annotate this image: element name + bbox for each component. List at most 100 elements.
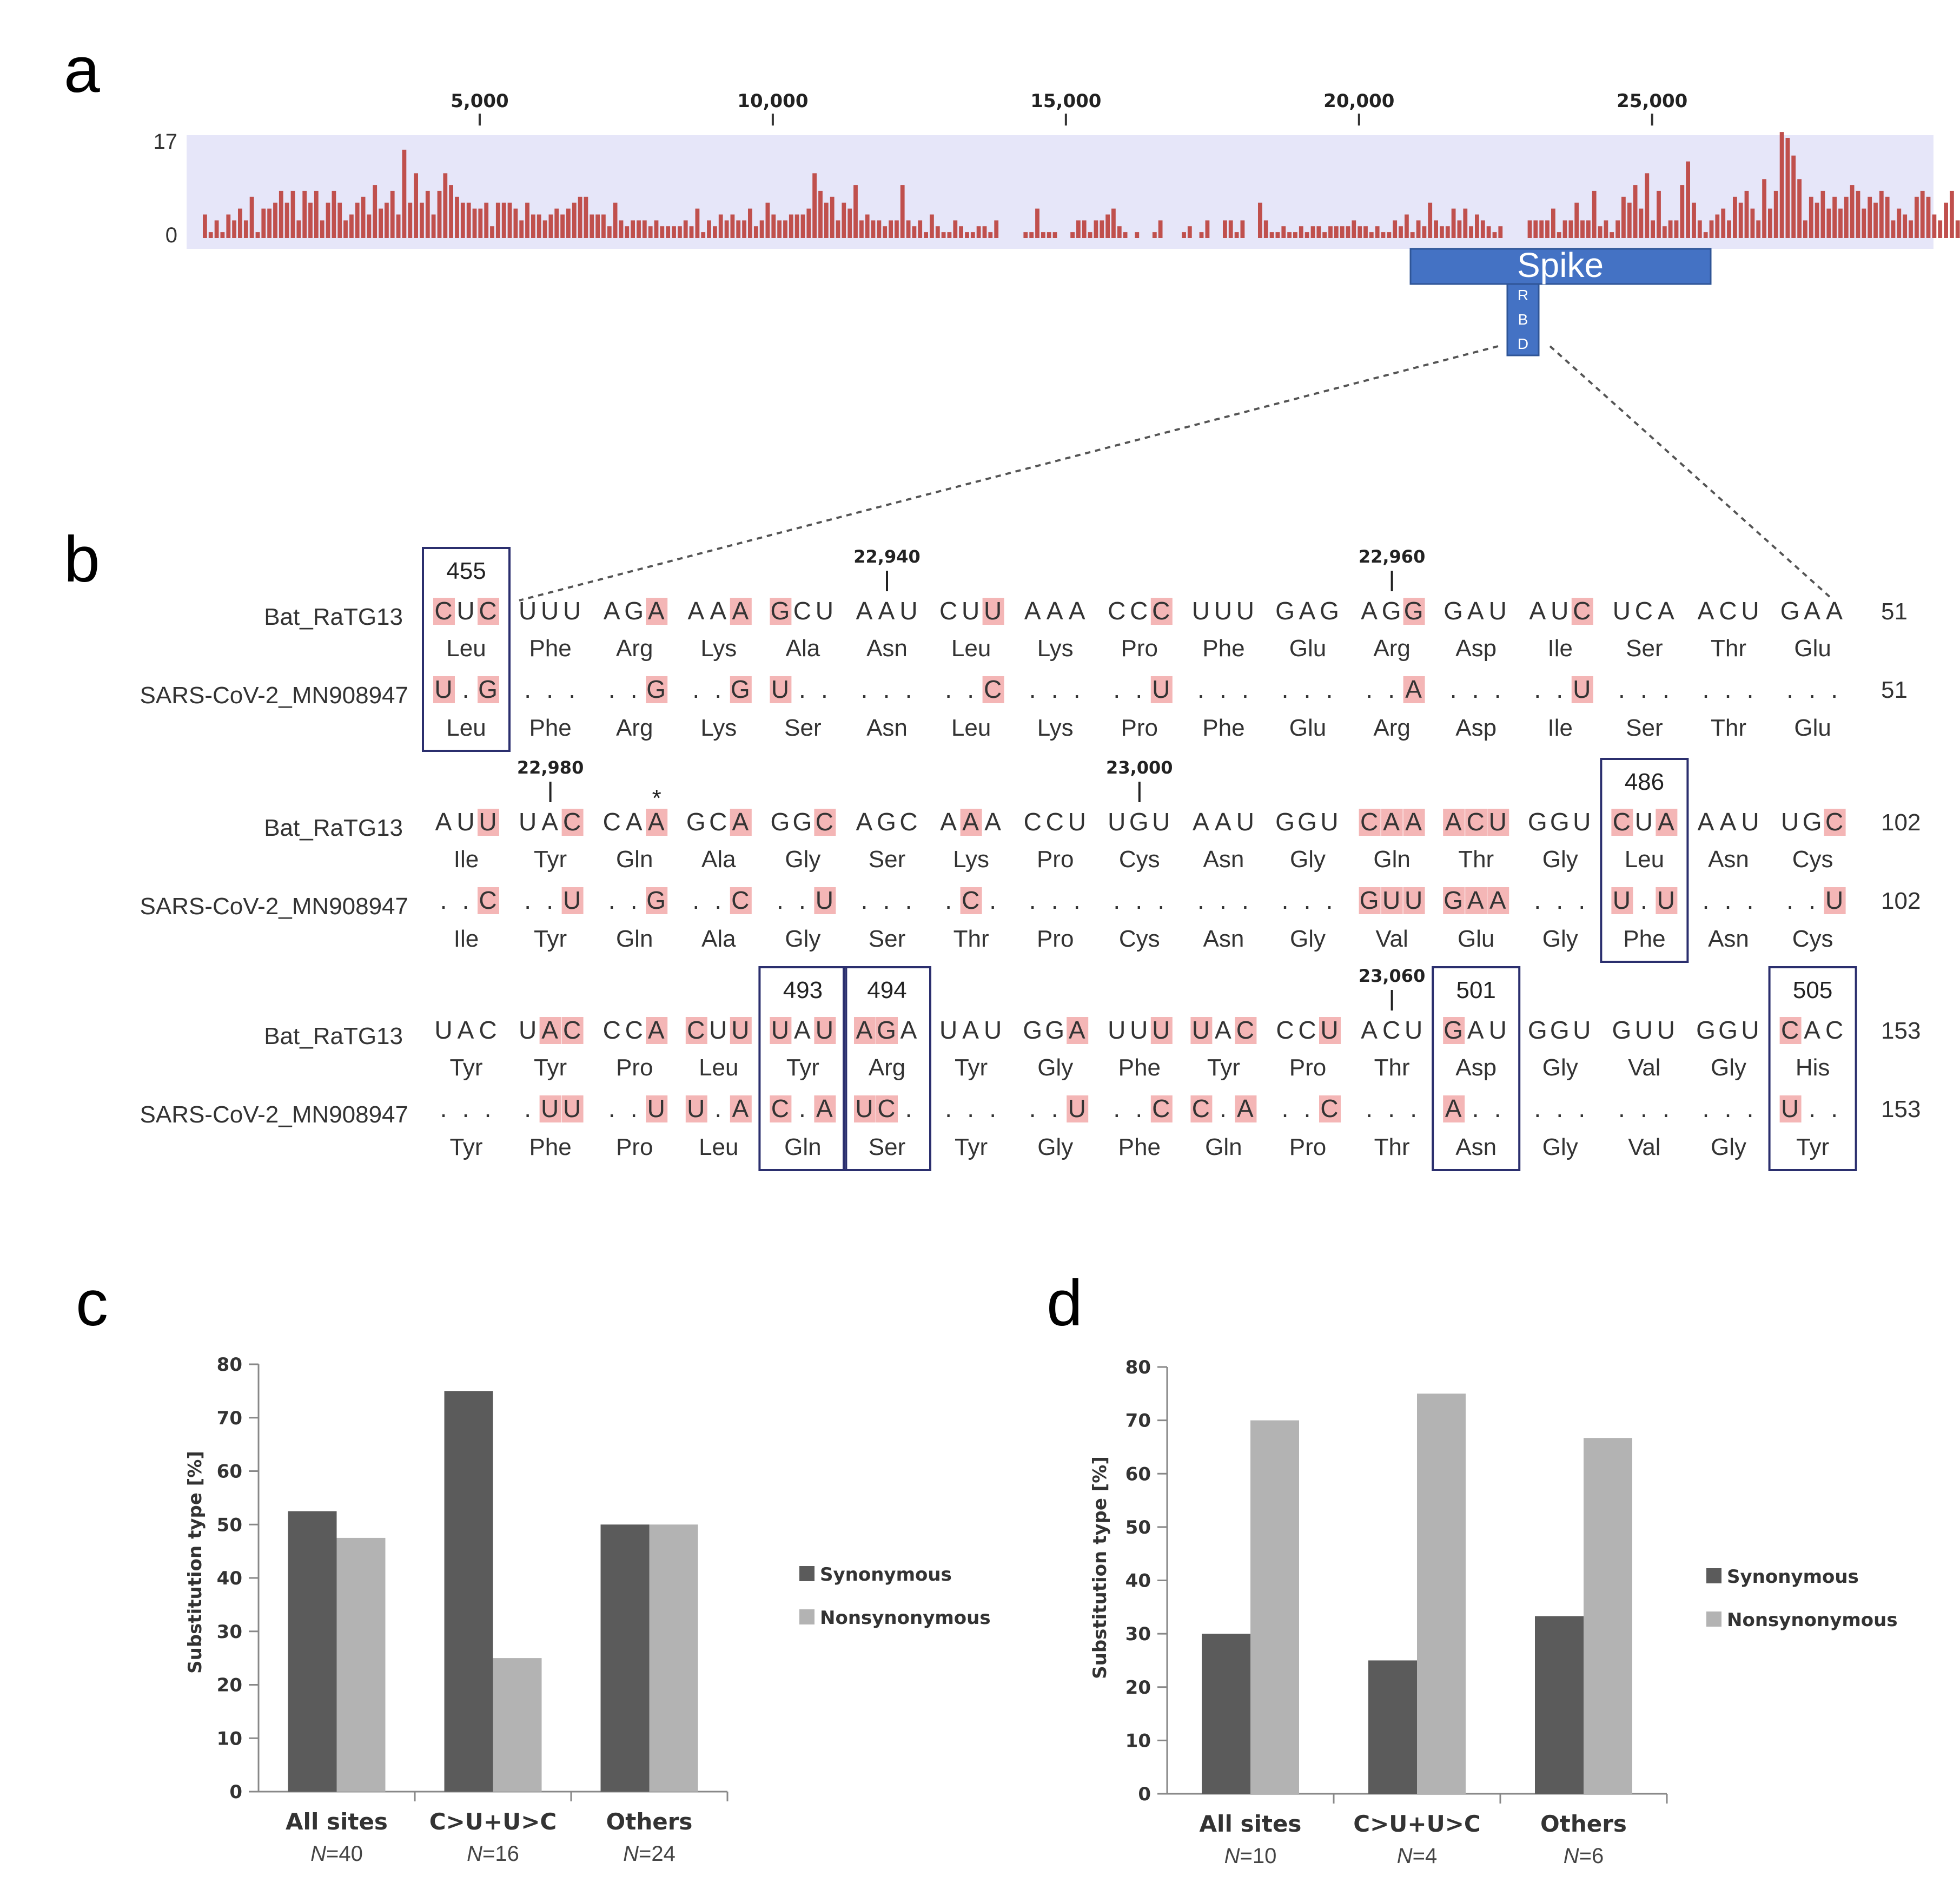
- variability-bar: [824, 202, 829, 238]
- query-nucleotide: .: [608, 886, 617, 914]
- variability-bar: [501, 202, 506, 238]
- variability-bar: [484, 202, 489, 238]
- category-n-label: N=10: [1224, 1844, 1277, 1868]
- variability-bar: [1088, 232, 1092, 238]
- variability-bar: [1692, 202, 1696, 238]
- ref-amino-acid: Asp: [1455, 635, 1497, 662]
- ref-nucleotide: U: [1320, 808, 1339, 836]
- query-nucleotide: .: [1197, 675, 1206, 703]
- substitution-highlight: [1190, 1017, 1213, 1044]
- category-label: C>U+U>C: [429, 1808, 557, 1835]
- query-nucleotide: C: [1320, 1094, 1339, 1122]
- variability-bar: [1052, 232, 1057, 238]
- variability-bar: [1094, 220, 1098, 238]
- y-axis-c: 0 10 20 30 40 50 60 70 80: [217, 1354, 727, 1803]
- substitution-highlight: [1779, 1017, 1802, 1044]
- variability-bar: [1779, 132, 1784, 238]
- variability-bar: [1545, 220, 1550, 238]
- category-label: C>U+U>C: [1353, 1811, 1480, 1837]
- query-nucleotide: A: [1445, 1094, 1463, 1122]
- substitution-highlight: [1403, 887, 1425, 914]
- variability-bar: [1428, 202, 1433, 238]
- query-amino-acid: Glu: [1794, 715, 1831, 741]
- variability-bar: [460, 202, 465, 238]
- query-amino-acid: Gly: [1037, 1134, 1073, 1160]
- category-label: All sites: [1200, 1811, 1302, 1837]
- substitution-highlight: [433, 598, 455, 625]
- variability-bar: [1070, 232, 1075, 238]
- ref-amino-acid: Ala: [786, 635, 820, 662]
- substitution-highlight: [646, 676, 668, 703]
- query-amino-acid: Pro: [1289, 1134, 1326, 1160]
- variability-bar: [1657, 190, 1661, 238]
- query-nucleotide: A: [1489, 886, 1507, 914]
- spike-gene-bar: [1409, 248, 1712, 285]
- query-nucleotide: .: [799, 886, 807, 914]
- category-n-label: N=24: [623, 1842, 676, 1866]
- substitution-highlight: [730, 598, 752, 625]
- variability-bar: [631, 220, 635, 238]
- variability-bar: [906, 220, 911, 238]
- variability-bar: [349, 214, 354, 238]
- y-tick-label: 10: [1125, 1730, 1151, 1752]
- substitution-highlight: [646, 809, 668, 836]
- legend-swatch: [1706, 1611, 1721, 1627]
- substitution-highlight: [814, 809, 836, 836]
- y-tick-label: 20: [217, 1675, 242, 1696]
- query-nucleotide: U: [816, 886, 835, 914]
- bars-c: [288, 1391, 698, 1792]
- variability-bar: [1263, 220, 1268, 238]
- ref-amino-acid: Gly: [1037, 1054, 1073, 1081]
- variability-bar: [1850, 185, 1855, 238]
- ref-nucleotide: G: [1612, 1016, 1633, 1044]
- variability-bar: [1633, 185, 1638, 238]
- variability-bar: [1082, 220, 1087, 238]
- variability-bar: [1457, 220, 1462, 238]
- variability-bar: [941, 232, 946, 238]
- ref-nucleotide: U: [1741, 597, 1760, 625]
- query-nucleotide: .: [524, 1094, 532, 1122]
- variability-bar: [666, 226, 671, 238]
- variability-bar: [437, 190, 442, 238]
- ref-nucleotide: A: [1467, 597, 1485, 625]
- y-tick-label: 70: [217, 1408, 242, 1429]
- substitution-highlight: [1150, 598, 1173, 625]
- query-nucleotide: U: [1613, 886, 1632, 914]
- query-nucleotide: .: [1663, 1094, 1671, 1122]
- variability-bar: [332, 190, 336, 238]
- variability-bar: [1803, 220, 1807, 238]
- query-nucleotide: .: [1663, 675, 1671, 703]
- ref-nucleotide: C: [1236, 1016, 1255, 1044]
- ref-nucleotide: A: [1698, 808, 1716, 836]
- variability-bar: [1703, 232, 1708, 238]
- residue-box: [1768, 966, 1857, 1171]
- substitution-highlight: [1381, 887, 1403, 914]
- variability-bar: [660, 226, 665, 238]
- ref-nucleotide: U: [1741, 808, 1760, 836]
- variability-bar: [519, 220, 524, 238]
- variability-bar: [1434, 220, 1438, 238]
- query-amino-acid: Val: [1628, 1134, 1660, 1160]
- n-value: =16: [482, 1842, 519, 1866]
- substitution-highlight: [770, 1095, 792, 1122]
- substitution-highlight: [1403, 809, 1425, 836]
- variability-bar: [812, 173, 817, 238]
- ref-amino-acid: Cys: [1119, 846, 1160, 873]
- query-nucleotide: .: [1326, 675, 1334, 703]
- ref-nucleotide: A: [710, 597, 727, 625]
- query-amino-acid: Phe: [1623, 926, 1665, 952]
- variability-bar: [1897, 208, 1902, 238]
- query-amino-acid: Leu: [951, 715, 991, 741]
- variability-bar: [1375, 226, 1380, 238]
- variability-bar: [472, 208, 477, 238]
- substitution-highlight: [1443, 1095, 1465, 1122]
- variability-bar: [865, 214, 870, 238]
- variability-bar: [1258, 202, 1262, 238]
- ref-nucleotide: U: [1781, 808, 1800, 836]
- variability-bar: [466, 202, 471, 238]
- ref-nucleotide: C: [603, 808, 622, 836]
- ref-nucleotide: A: [900, 1016, 918, 1044]
- ref-nucleotide: G: [1718, 1016, 1739, 1044]
- variability-bar: [912, 226, 917, 238]
- n-symbol: N: [623, 1842, 639, 1866]
